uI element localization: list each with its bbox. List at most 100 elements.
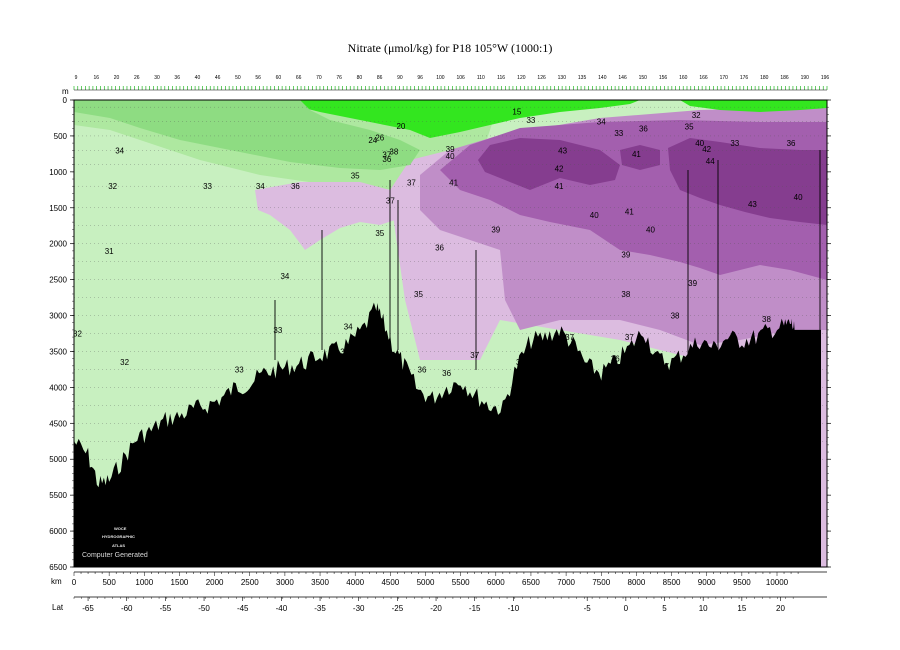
station-number: 100 [436,75,445,81]
bathymetry-seafloor [74,302,821,567]
lat-tick-label: -20 [430,604,442,613]
depth-tick-label: 4000 [49,383,67,392]
station-number: 120 [517,75,526,81]
lat-tick-label: -10 [508,604,520,613]
depth-tick-label: 5500 [49,491,67,500]
contour-label: 32 [108,182,117,191]
contour-label: 37 [516,358,525,367]
station-number: 56 [255,75,261,81]
contour-label: 26 [375,133,384,142]
contour-label: 37 [734,347,743,356]
contour-label: 37 [660,362,669,371]
contour-label: 43 [558,146,567,155]
lat-tick-label: 10 [699,604,708,613]
contour-label: 36 [442,369,451,378]
contour-label: 43 [748,200,757,209]
contour-label: 42 [702,145,711,154]
station-number: 90 [397,75,403,81]
contour-label: 32 [692,111,701,120]
contour-label: 44 [706,157,715,166]
km-tick-label: 7000 [557,578,575,587]
contour-label: 34 [340,347,349,356]
contour-label: 36 [611,355,620,364]
depth-axis: 0 500 1000 1500 2000 2500 3000 3500 4000 4500 5000… [49,96,831,572]
station-number: 106 [456,75,465,81]
depth-tick-label: 0 [63,96,68,105]
station-number: 116 [497,75,505,81]
contour-label: 37 [625,333,634,342]
contour-label: 42 [555,164,564,173]
depth-tick-label: 4500 [49,419,67,428]
station-number: 20 [114,75,120,81]
depth-tick-label: 3500 [49,347,67,356]
depth-tick-label: 2500 [49,276,67,285]
contour-label: 39 [446,145,455,154]
watermark-line-1: WOCE [114,526,127,531]
contour-label: 33 [273,326,282,335]
depth-tick-label: 500 [54,132,68,141]
km-tick-label: 4500 [381,578,399,587]
station-number: 86 [377,75,383,81]
contour-label: 32 [73,330,82,339]
contour-label: 34 [280,272,289,281]
station-number: 190 [801,75,810,81]
computer-generated-text: Computer Generated [82,552,148,559]
station-number: 80 [357,75,363,81]
contour-label: 38 [671,312,680,321]
contour-label: 20 [396,122,405,131]
contour-label: 32 [120,358,129,367]
contour-label: 24 [368,136,377,145]
lat-tick-label: -25 [392,604,404,613]
chart-title: Nitrate (μmol/kg) for P18 105°W (1000:1) [347,41,553,55]
latitude-axis: -65 -60 -55 -50 -45 -40 -35 -30 -25 -20 -15 -10 -5 0 5… [73,596,827,613]
contour-label: 39 [491,225,500,234]
km-tick-label: 5000 [417,578,435,587]
station-number: 50 [235,75,241,81]
km-tick-label: 5500 [452,578,470,587]
contour-label: 38 [762,315,771,324]
contour-label: 34 [115,146,124,155]
station-number: 60 [276,75,282,81]
contour-label: 38 [621,290,630,299]
km-axis: 0 500 1000 1500 2000 2500 3000 3500 4000 4500 5000… [72,571,827,587]
contour-label: 15 [512,107,521,116]
station-number: 186 [780,75,789,81]
contour-label: 35 [375,229,384,238]
contour-label: 33 [730,139,739,148]
km-tick-label: 6500 [522,578,540,587]
contour-label: 31 [105,247,114,256]
station-number: 40 [195,75,201,81]
km-tick-label: 10000 [766,578,789,587]
plot-frame [73,99,828,568]
contour-label: 37 [382,151,391,160]
km-tick-label: 0 [72,578,77,587]
lat-tick-label: -65 [82,604,94,613]
contour-label: 36 [291,182,300,191]
contour-label: 37 [407,179,416,188]
km-tick-label: 3500 [311,578,329,587]
field-layer [74,100,827,567]
contour-label: 40 [590,211,599,220]
lat-tick-label: -5 [584,604,592,613]
watermark-line-3: ATLAS [112,543,125,548]
contour-label: 37 [565,333,574,342]
station-number: 176 [740,75,749,81]
contour-label: 41 [625,207,634,216]
contour-label: 35 [414,290,423,299]
field-light-purple-left [255,182,395,250]
station-number: 150 [639,75,648,81]
contour-label: 40 [695,139,704,148]
depth-tick-label: 6500 [49,563,67,572]
station-number: 160 [679,75,688,81]
station-number: 170 [720,75,729,81]
contour-label: 37 [386,197,395,206]
station-number: 140 [598,75,607,81]
field-dark-purple-3 [620,145,660,170]
unit-m-label: m [62,87,69,96]
depth-tick-label: 1000 [49,168,67,177]
km-tick-label: 7500 [592,578,610,587]
lat-tick-label: -60 [121,604,133,613]
contour-labels: 34 32 33 34 36 35 37 37 35 36 31 34 35 33 34 34 32 32 33 36… [73,107,803,378]
contour-label: 41 [555,182,564,191]
contour-label: 33 [526,116,535,125]
